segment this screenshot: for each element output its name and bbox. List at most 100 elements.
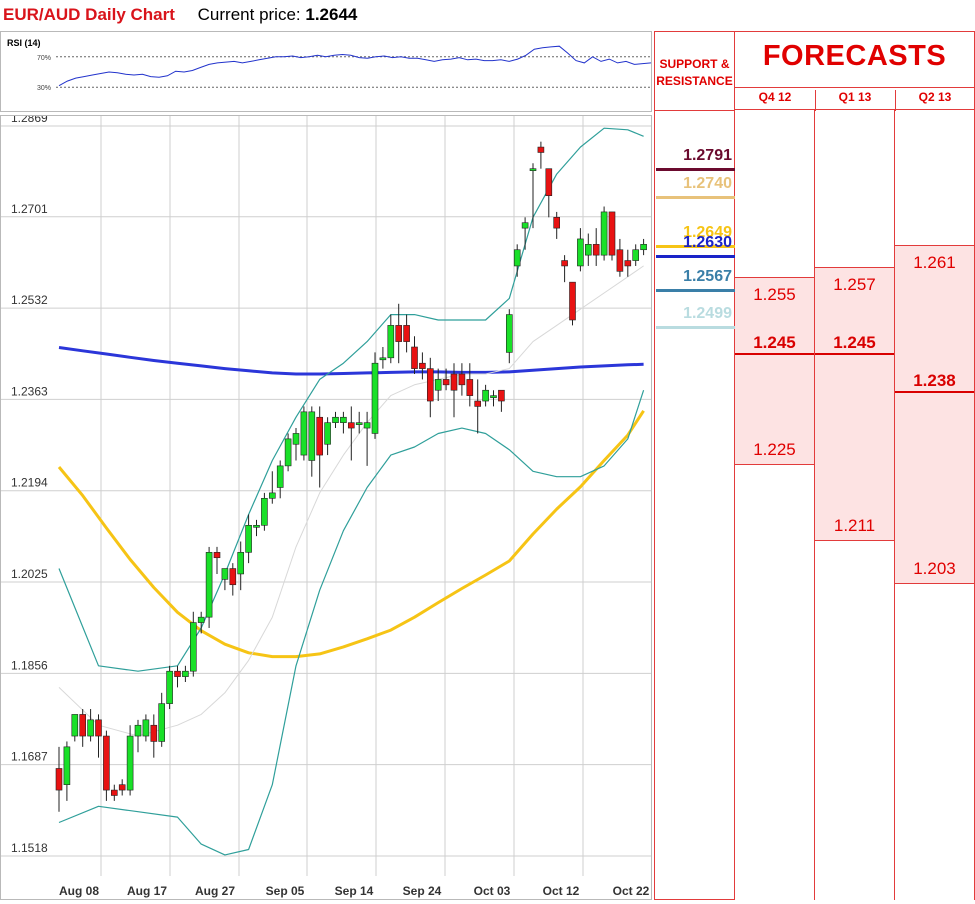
current-price-label: Current price: [197,5,301,24]
candle [190,611,197,677]
candle [213,546,221,574]
candle-body [71,714,79,737]
forecast-range [895,244,974,585]
support-resistance-title: SUPPORT & RESISTANCE [655,56,734,90]
candle [284,433,292,472]
candle [632,244,640,266]
candle-body [442,379,450,386]
candle [79,709,86,747]
candle [458,363,466,396]
candle [387,314,395,364]
rsi-level-label: 70% [37,55,51,62]
candle-body [371,362,379,434]
candle [261,492,268,531]
candle-body [553,217,561,229]
candle-body [118,784,126,791]
candle [426,357,434,418]
y-tick-label: 1.2025 [11,567,48,581]
candle [126,725,134,796]
candle-body [300,411,308,456]
candle-body [292,433,300,445]
candle-body [221,568,229,580]
candle [87,709,94,742]
chart-title-bar: EUR/AUD Daily Chart Current price: 1.264… [0,0,650,30]
forecast-mid: 1.245 [833,333,876,353]
price-chart-panel: 1.2869 1.2701 1.2532 1.2363 1.2194 1.2025 1.18… [0,111,652,900]
current-price-value: 1.2644 [305,5,358,24]
candle-body [395,325,403,342]
candle [474,379,482,434]
candle-body [190,622,197,672]
forecast-column: 1.261 1.238 1.203 [895,110,975,900]
candle-body [253,525,260,528]
candle-body [268,492,276,499]
candle-body [513,249,521,267]
candle [490,390,497,407]
sr-level-line [656,244,735,248]
candle [253,519,260,537]
candle [450,363,458,418]
candle [142,714,150,742]
forecast-range [815,266,894,542]
candle-body [340,416,347,423]
sr-level-value: 1.2499 [683,304,732,322]
candle [237,541,244,591]
candle [55,746,63,812]
candle [600,206,608,261]
candle-body [466,379,474,396]
candle-body [142,719,150,737]
candle [529,163,537,229]
forecast-range [735,277,814,466]
candle-body [616,249,624,272]
rsi-panel: 70% 30% RSI (14) [0,31,652,112]
candle [118,779,126,796]
candle [276,460,284,499]
series-line-sma [58,346,644,376]
forecast-column: 1.255 1.245 1.225 [735,110,815,900]
forecast-low: 1.203 [913,559,956,579]
candle [205,546,213,628]
candle-body [158,703,165,742]
candle-body [347,422,355,429]
candle [592,228,600,266]
candle-body [237,552,244,575]
candle-body [182,670,189,677]
candle-body [95,719,102,737]
candle [103,730,110,801]
candle [150,714,158,758]
candle [419,352,426,380]
candle [482,384,489,407]
candle-body [600,211,608,256]
candle [158,692,165,747]
candle [513,244,521,277]
candle-body [284,438,292,467]
candle [616,238,624,277]
forecasts-title: FORECASTS [762,40,947,72]
sr-level-value: 1.2740 [683,174,732,192]
candle [245,514,252,564]
candle-body [592,244,600,256]
candle-body [482,389,489,402]
rsi-line [58,45,652,87]
x-tick-label: Oct 22 [613,884,650,898]
candle [569,281,576,326]
candle-body [561,260,568,267]
candle-body [63,746,71,785]
candle-body [276,465,284,488]
candle [268,471,276,504]
x-tick-label: Sep 05 [266,884,305,898]
candle-body [197,616,205,623]
candle [403,314,410,353]
candle-body [55,768,63,791]
pair-title: EUR/AUD Daily Chart [3,5,175,24]
candle-body [126,735,134,791]
candle-body [261,497,268,526]
candle [505,309,513,364]
candle-body [316,416,324,456]
x-tick-label: Oct 12 [543,884,580,898]
candle-body [505,314,513,353]
candle-body [577,238,584,267]
candle [363,411,371,466]
candle [379,346,387,369]
y-tick-label: 1.1687 [11,750,48,764]
